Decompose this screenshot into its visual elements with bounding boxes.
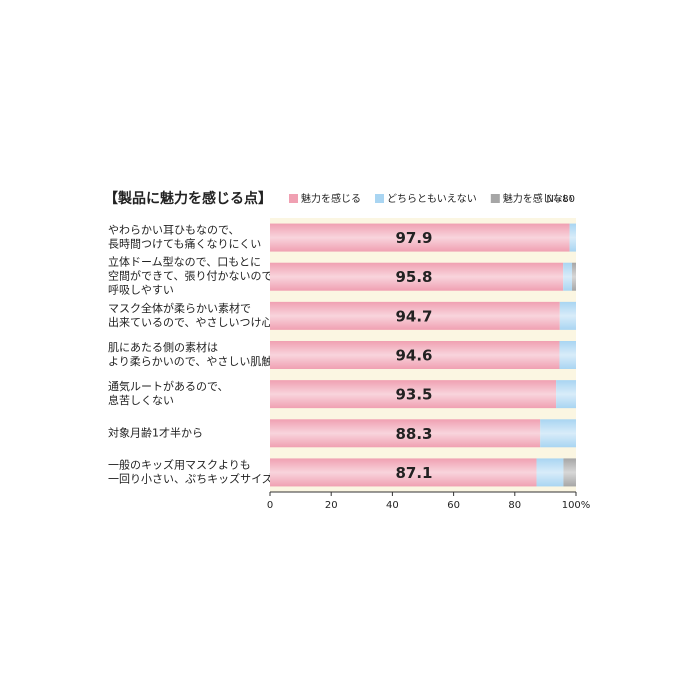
category-label: 長時間つけても痛くなりにくい [108, 237, 261, 251]
category-label: 立体ドーム型なので、口もとに [108, 255, 261, 269]
value-label: 97.9 [395, 229, 432, 247]
bar-shine [270, 419, 576, 448]
category-label: 肌にあたる側の素材は [108, 340, 218, 354]
x-tick-label: 60 [447, 500, 460, 511]
bar-shine [270, 380, 576, 409]
bar-shine [270, 223, 576, 252]
category-label: 通気ルートがあるので、 [108, 379, 229, 393]
category-label: 呼吸しやすい [108, 284, 174, 297]
x-tick-label: 40 [386, 500, 399, 511]
category-label: 空間ができて、張り付かないので [108, 269, 272, 283]
category-label: 息苦しくない [108, 393, 174, 407]
category-label: 出来ているので、やさしいつけ心地 [108, 315, 284, 329]
category-label: 一般のキッズ用マスクよりも [108, 457, 251, 471]
legend-label: 魅力を感じない [503, 192, 573, 205]
category-label: マスク全体が柔らかい素材で [108, 301, 251, 315]
value-label: 95.8 [395, 268, 432, 286]
x-tick-label: 100% [562, 500, 591, 511]
bar-shine [270, 458, 576, 487]
bar-shine [270, 341, 576, 369]
bar-shine [270, 301, 576, 330]
legend-label: どちらともいえない [387, 193, 477, 205]
legend-swatch [490, 194, 500, 203]
value-label: 87.1 [395, 464, 432, 482]
category-label: 対象月齢1才半から [108, 425, 203, 439]
legend-swatch [289, 194, 298, 203]
category-label: やわらかい耳ひもなので、 [108, 224, 240, 237]
category-label: 一回り小さい、ぷちキッズサイズ [108, 471, 273, 485]
bar-shine [270, 262, 576, 291]
value-label: 93.5 [395, 386, 432, 404]
category-label: より柔らかいので、やさしい肌触り [108, 354, 283, 368]
value-label: 88.3 [395, 425, 432, 443]
legend-swatch [375, 194, 384, 203]
note: N=80 [546, 194, 575, 205]
x-tick-label: 20 [325, 500, 338, 511]
value-label: 94.6 [395, 347, 432, 365]
legend-label: 魅力を感じる [301, 192, 361, 205]
value-label: 94.7 [395, 307, 432, 325]
chart-title: 【製品に魅力を感じる点】 [104, 190, 272, 207]
x-tick-label: 0 [267, 500, 273, 511]
x-tick-label: 80 [508, 500, 521, 511]
